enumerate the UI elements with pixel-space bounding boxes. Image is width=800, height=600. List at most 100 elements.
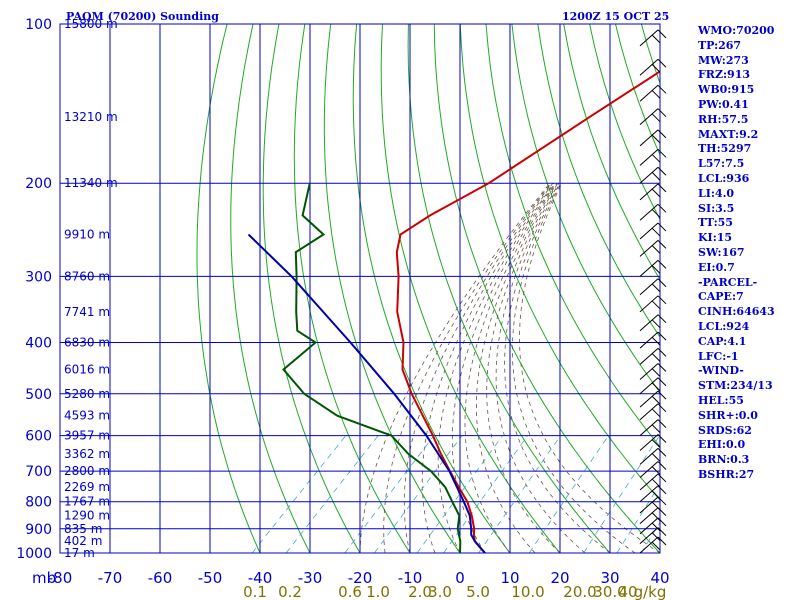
dry-adiabats [196,24,800,564]
wind-barb-staff [639,84,659,102]
plot-frame [59,23,661,554]
dry-adiabat [323,24,461,553]
wind-barb-staff [639,129,659,147]
wind-barb-staff [639,496,659,514]
sounding-index: TT:55 [698,216,733,230]
sounding-index: LCL:936 [698,171,750,185]
wind-barb-flag [651,439,661,448]
wind-barb-flag [651,265,661,274]
wind-barb-flag [657,507,667,516]
mixing-ratio-label: 10.0 [511,583,544,600]
mixing-ratio-label: 0.6 [338,583,362,600]
dry-adiabat [352,24,511,553]
height-label: 2800 m [64,464,110,478]
sounding-index: WB0:915 [698,83,755,97]
wind-barb-staff [639,517,659,535]
wind-barb-flag [657,331,667,341]
dry-adiabat [293,24,411,553]
moist-adiabat [383,182,552,553]
wind-barb-flag [657,278,667,288]
moist-adiabat [512,183,636,553]
wind-barb-flag [657,517,667,527]
dry-adiabat [485,24,660,448]
wind-barb-staff [639,314,659,332]
sounding-index: PW:0.41 [698,97,749,111]
wind-barb-flag [657,314,667,324]
mixing-ratio-label: g/kg [634,583,667,600]
sounding-index: LCL:924 [698,319,750,333]
height-label: 402 m [64,534,102,548]
sounding-index: MW:273 [698,53,749,67]
height-label: 835 m [64,522,102,536]
pressure-tick-label: 300 [25,269,52,285]
wind-barb-flag [657,527,667,536]
wind-barb-staff [639,419,659,437]
wind-barb-staff [639,527,659,544]
wind-barb-flag [657,203,667,213]
height-label: 1767 m [64,495,110,509]
temperature-tick-label: 40 [650,569,669,587]
height-label: 3362 m [64,447,110,461]
mixing-ratio-label: 3.0 [428,583,452,600]
temperature-tick-label: -20 [348,569,373,587]
wind-barb-flag [657,403,667,413]
wind-barb-staff [639,222,659,240]
height-label: 11340 m [64,176,118,190]
wind-barb-flag [657,222,667,232]
sounding-index: WMO:70200 [698,24,775,37]
wind-barb-flag [651,424,661,433]
mixing-ratio-line [616,483,660,553]
sounding-index: KI:15 [698,231,733,245]
mixing-ratio-line [478,435,562,553]
wind-barb-flag [651,522,661,532]
height-label: 15800 m [64,17,118,31]
temperature-tick-label: -70 [98,569,123,587]
sounding-index: BRN:0.3 [698,453,750,467]
temperature-trace [395,70,660,553]
dry-adiabat [771,24,800,564]
wind-barb-flag [651,466,661,475]
sounding-index: MAXT:9.2 [698,127,759,141]
sounding-index: FRZ:913 [698,68,751,82]
sounding-index: BSHR:27 [698,467,755,481]
wind-barb-staff [639,461,659,478]
wind-barb-flag [657,129,667,139]
pressure-tick-label: 900 [25,522,52,538]
pressure-tick-label: 400 [25,336,52,352]
dry-adiabat [537,24,660,338]
sounding-traces [247,70,660,553]
sounding-index: -WIND- [698,364,744,378]
sounding-index: LI:4.0 [698,186,735,200]
wind-barb-flag [657,58,667,68]
pressure-tick-label: 800 [25,495,52,511]
wind-barb-flag [657,148,667,158]
temperature-tick-label: -60 [148,569,173,587]
wind-barb-flag [657,434,667,443]
height-label: 2269 m [64,480,110,494]
temperature-tick-label: -40 [248,569,273,587]
wind-barb-staff [639,473,659,491]
temperature-tick-label: 30 [600,569,619,587]
wind-barb-staff [639,403,659,421]
wind-barb-flag [657,485,667,495]
wind-barb-staff [639,377,659,395]
wind-barb-flag [651,283,661,293]
sounding-index: TH:5297 [698,142,752,156]
wind-barb-flag [651,408,661,418]
moist-adiabat [359,182,551,553]
sounding-index: SHR+:0.0 [698,408,758,422]
wind-barb-flag [651,89,661,99]
wind-barb-flag [651,227,661,237]
wind-barb-flag [657,240,667,249]
pressure-tick-label: 500 [25,387,52,403]
wind-barb-flag [651,319,661,329]
wind-barb-flag [651,208,661,218]
mixing-ratio-line [285,435,379,553]
wind-barb-staff [639,536,659,554]
height-label: 7741 m [64,305,110,319]
mixing-ratio-line [344,435,435,553]
mixing-ratio-label: 5.0 [466,583,490,600]
wind-barb-flag [657,461,667,470]
